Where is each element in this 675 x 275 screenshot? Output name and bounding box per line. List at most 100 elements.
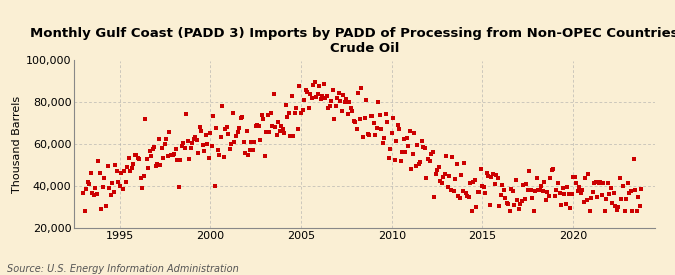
Point: [549, 193, 560, 198]
Point: [541, 197, 551, 202]
Point: [503, 202, 514, 206]
Point: [439, 171, 450, 176]
Point: [134, 156, 144, 161]
Point: [126, 165, 137, 170]
Point: [547, 167, 558, 172]
Point: [181, 112, 192, 117]
Point: [267, 123, 277, 128]
Point: [290, 111, 300, 115]
Point: [157, 146, 167, 150]
Point: [625, 189, 636, 193]
Point: [364, 133, 375, 137]
Point: [81, 187, 92, 191]
Point: [574, 185, 585, 189]
Point: [336, 109, 347, 113]
Point: [398, 136, 409, 141]
Point: [566, 192, 577, 196]
Point: [275, 129, 286, 133]
Point: [338, 93, 349, 97]
Point: [471, 205, 482, 210]
Point: [634, 204, 645, 208]
Point: [539, 180, 550, 185]
Point: [504, 209, 515, 214]
Point: [109, 163, 120, 168]
Title: Monthly Gulf Coast (PADD 3) Imports by PADD of Processing from Non-OPEC Countrie: Monthly Gulf Coast (PADD 3) Imports by P…: [30, 27, 675, 55]
Point: [412, 143, 423, 147]
Point: [506, 186, 516, 191]
Point: [214, 153, 225, 157]
Point: [132, 156, 143, 160]
Point: [389, 158, 400, 163]
Point: [273, 120, 284, 125]
Point: [410, 164, 421, 169]
Point: [187, 140, 198, 145]
Point: [578, 200, 589, 204]
Point: [571, 180, 582, 185]
Point: [86, 171, 97, 175]
Point: [404, 129, 415, 133]
Point: [258, 117, 269, 121]
Point: [592, 195, 603, 200]
Point: [341, 97, 352, 101]
Point: [452, 162, 462, 166]
Point: [250, 124, 261, 128]
Point: [223, 132, 234, 136]
Point: [513, 207, 524, 211]
Point: [489, 182, 500, 186]
Point: [173, 185, 184, 189]
Point: [502, 201, 512, 205]
Point: [169, 151, 180, 156]
Point: [108, 189, 119, 194]
Point: [247, 148, 258, 152]
Point: [568, 175, 578, 179]
Point: [409, 131, 420, 135]
Point: [149, 145, 160, 149]
Point: [609, 190, 620, 195]
Point: [522, 188, 533, 192]
Point: [626, 209, 637, 214]
Point: [374, 112, 385, 117]
Point: [171, 158, 182, 162]
Point: [317, 94, 327, 98]
Point: [624, 190, 634, 195]
Point: [383, 155, 394, 160]
Y-axis label: Thousand Barrels: Thousand Barrels: [11, 96, 22, 193]
Point: [159, 142, 170, 146]
Point: [90, 186, 101, 190]
Point: [518, 183, 529, 187]
Point: [158, 156, 169, 160]
Point: [454, 196, 465, 200]
Point: [530, 189, 541, 193]
Point: [580, 175, 591, 180]
Point: [497, 182, 508, 187]
Point: [113, 180, 124, 185]
Point: [362, 132, 373, 136]
Point: [479, 185, 489, 189]
Point: [219, 155, 230, 160]
Point: [78, 191, 88, 196]
Point: [614, 176, 625, 181]
Point: [456, 172, 466, 177]
Point: [313, 92, 323, 96]
Point: [96, 207, 107, 211]
Point: [147, 146, 158, 151]
Point: [285, 133, 296, 138]
Point: [188, 136, 199, 141]
Point: [560, 202, 571, 206]
Point: [153, 137, 164, 141]
Point: [551, 188, 562, 192]
Point: [205, 130, 216, 135]
Point: [469, 178, 480, 182]
Point: [529, 209, 539, 214]
Point: [480, 191, 491, 196]
Point: [229, 140, 240, 144]
Point: [628, 157, 639, 162]
Point: [459, 161, 470, 165]
Point: [281, 103, 292, 108]
Point: [527, 196, 538, 200]
Point: [622, 181, 633, 186]
Point: [231, 134, 242, 139]
Point: [437, 175, 448, 179]
Point: [264, 129, 275, 134]
Point: [591, 180, 601, 184]
